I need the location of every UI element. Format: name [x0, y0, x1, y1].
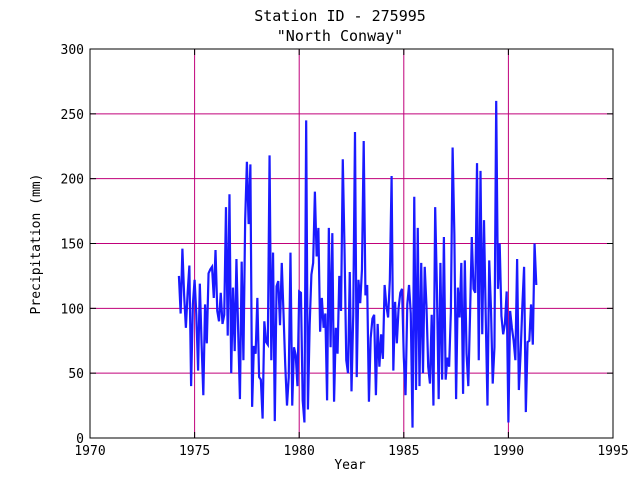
y-axis-label: Precipitation (mm): [29, 174, 44, 315]
x-tick-label: 1970: [74, 444, 105, 459]
y-tick-label: 100: [61, 302, 84, 317]
x-tick-label: 1995: [597, 444, 628, 459]
y-tick-label: 300: [61, 43, 84, 58]
tick-layer: 1970 1975 1980 1985 1990 1995 0 50 100 150 200 250 3…: [61, 43, 629, 459]
chart-subtitle: "North Conway": [277, 27, 403, 45]
series-layer: [177, 100, 538, 428]
y-tick-label: 0: [76, 432, 84, 447]
x-tick-label: 1980: [284, 444, 315, 459]
y-tick-label: 50: [68, 367, 84, 382]
x-axis-label: Year: [334, 458, 365, 473]
chart-title: Station ID - 275995: [254, 7, 426, 25]
precipitation-series-line: [177, 100, 538, 428]
y-tick-label: 250: [61, 108, 84, 123]
x-tick-label: 1985: [388, 444, 419, 459]
x-tick-label: 1990: [493, 444, 524, 459]
x-tick-label: 1975: [179, 444, 210, 459]
y-tick-label: 150: [61, 238, 84, 253]
y-tick-label: 200: [61, 173, 84, 188]
